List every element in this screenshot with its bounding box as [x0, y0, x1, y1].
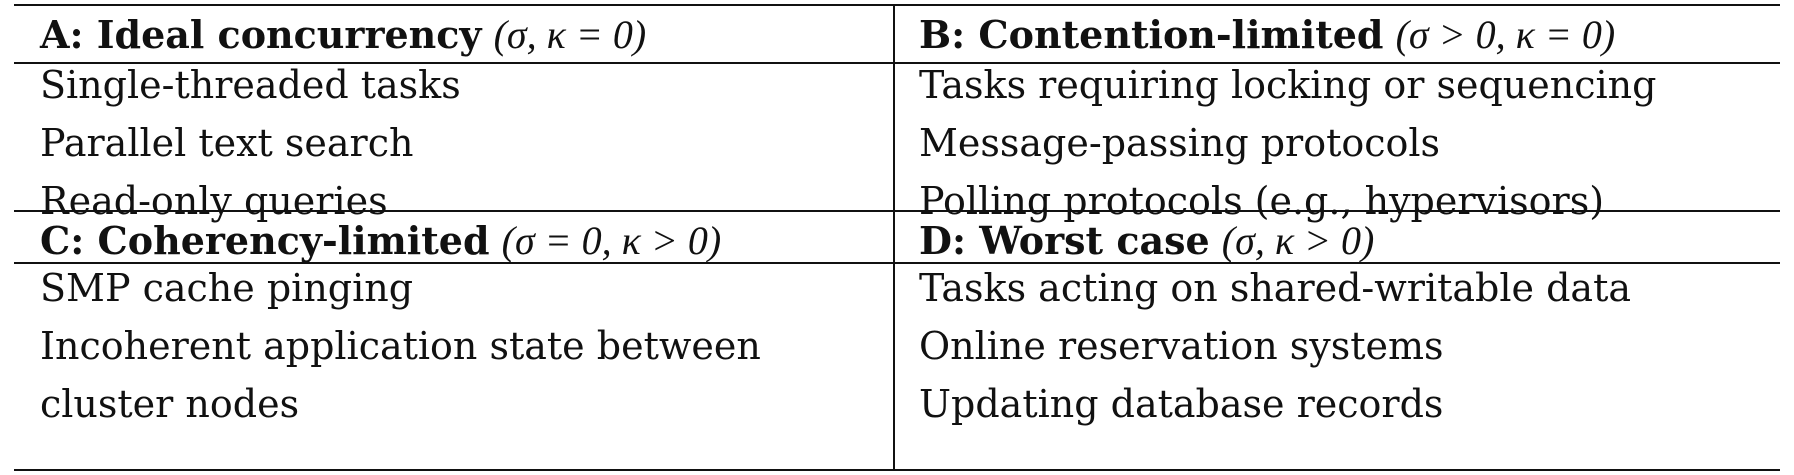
quadrant-b-title: B: Contention-limited — [919, 12, 1384, 57]
list-item: Incoherent application state between — [40, 324, 761, 368]
concurrency-table: A: Ideal concurrency (σ, κ = 0) B: Conte… — [14, 4, 1780, 471]
header-divider-bottom — [14, 262, 1780, 264]
quadrant-d-title: D: Worst case — [919, 218, 1210, 263]
quadrant-b-header: B: Contention-limited (σ > 0, κ = 0) — [893, 6, 1780, 64]
quadrant-a-header: A: Ideal concurrency (σ, κ = 0) — [14, 6, 893, 64]
quadrant-b-condition: (σ > 0, κ = 0) — [1395, 12, 1616, 57]
quadrant-c-title: C: Coherency-limited — [40, 218, 490, 263]
quadrant-d-header: D: Worst case (σ, κ > 0) — [893, 212, 1780, 270]
section-divider — [14, 210, 1780, 212]
quadrant-a-condition: (σ, κ = 0) — [493, 12, 647, 57]
list-item: Read-only queries — [40, 179, 388, 223]
header-divider-top — [14, 62, 1780, 64]
list-item: Message-passing protocols — [919, 121, 1441, 165]
quadrant-c-header: C: Coherency-limited (σ = 0, κ > 0) — [14, 212, 893, 270]
quadrant-d-condition: (σ, κ > 0) — [1221, 218, 1375, 263]
quadrant-c-condition: (σ = 0, κ > 0) — [501, 218, 722, 263]
list-item: cluster nodes — [40, 382, 300, 426]
list-item: Online reservation systems — [919, 324, 1444, 368]
quadrant-c-items: SMP cache pinging Incoherent application… — [14, 259, 893, 433]
list-item: Tasks acting on shared-writable data — [919, 266, 1631, 310]
list-item: SMP cache pinging — [40, 266, 414, 310]
list-item: Tasks requiring locking or sequencing — [919, 63, 1657, 107]
list-item: Polling protocols (e.g., hypervisors) — [919, 179, 1605, 223]
quadrant-b-items: Tasks requiring locking or sequencing Me… — [893, 56, 1780, 230]
list-item: Single-threaded tasks — [40, 63, 461, 107]
column-divider — [893, 6, 895, 469]
list-item: Updating database records — [919, 382, 1444, 426]
quadrant-d-items: Tasks acting on shared-writable data Onl… — [893, 259, 1780, 433]
quadrant-a-items: Single-threaded tasks Parallel text sear… — [14, 56, 893, 230]
list-item: Parallel text search — [40, 121, 414, 165]
quadrant-a-title: A: Ideal concurrency — [40, 12, 482, 57]
